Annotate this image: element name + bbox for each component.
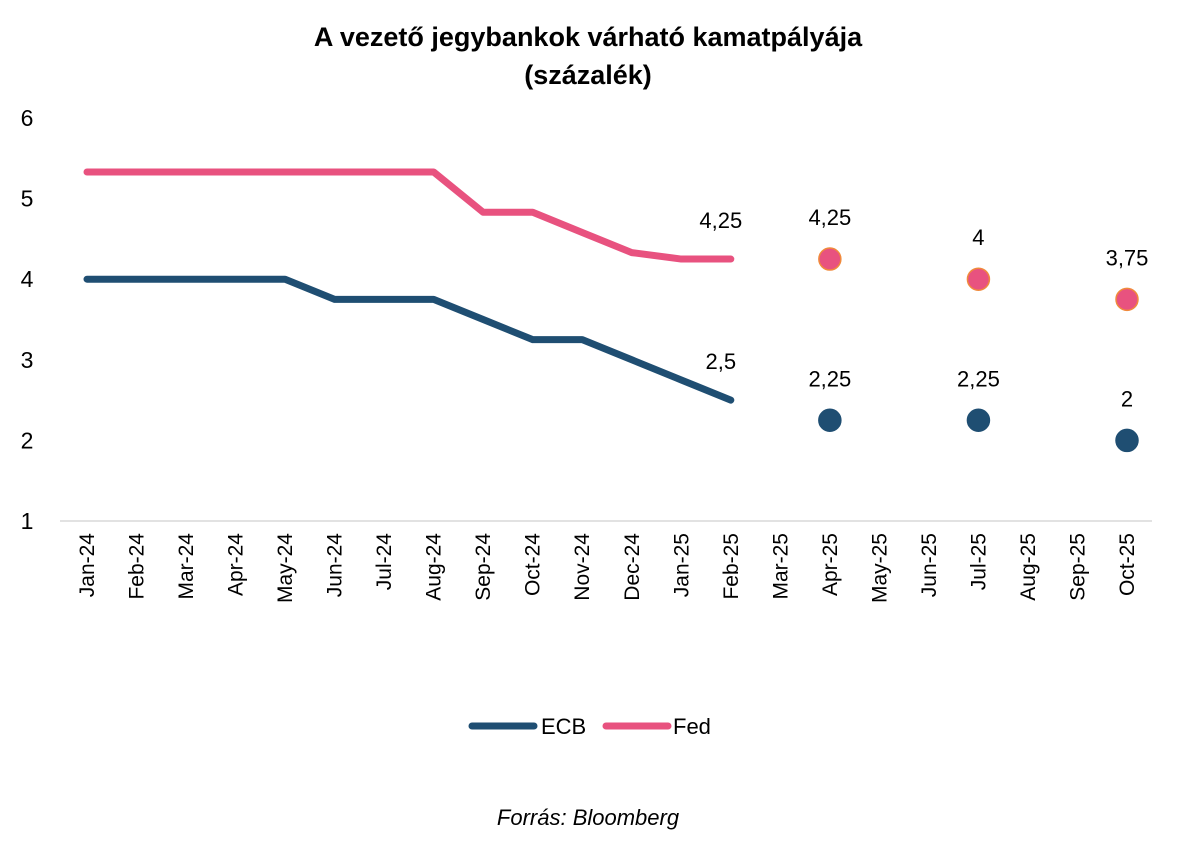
x-tick-label: Aug-24 [423, 533, 446, 601]
x-tick-label: Mar-24 [175, 533, 198, 600]
x-tick-label: Jun-25 [918, 533, 941, 597]
data-label: 2 [1121, 386, 1133, 411]
x-tick-label: Dec-24 [621, 533, 644, 601]
y-tick-label: 1 [21, 508, 34, 534]
data-label: 4,25 [808, 205, 851, 230]
x-tick-label: Mar-25 [769, 533, 792, 600]
x-tick-label: Oct-24 [522, 533, 545, 596]
series-layer: 2,5 2,25 2,25 2 4,25 4,25 4 3,75 [83, 168, 1149, 453]
x-tick-label: Jan-24 [76, 533, 99, 598]
y-axis: 1 2 3 4 5 6 [21, 105, 34, 534]
y-tick-label: 5 [21, 186, 34, 212]
x-tick-label: Sep-24 [472, 533, 495, 601]
data-label: 3,75 [1106, 245, 1149, 270]
y-tick-label: 2 [21, 427, 34, 453]
x-tick-label: Aug-25 [1017, 533, 1040, 601]
x-tick-label: Nov-24 [571, 533, 594, 601]
data-point-ecb [818, 408, 842, 432]
y-tick-label: 4 [21, 266, 34, 292]
x-axis: Jan-24 Feb-24 Mar-24 Apr-24 May-24 Jun-24 Jul-… [76, 533, 1139, 603]
x-tick-label: Jun-24 [324, 533, 347, 598]
data-point-ecb [1115, 428, 1139, 453]
data-label: 4 [972, 225, 984, 250]
x-tick-label: May-25 [868, 533, 891, 603]
x-tick-label: Apr-25 [819, 533, 842, 596]
data-point-fed [1115, 287, 1139, 312]
y-tick-label: 3 [21, 347, 34, 373]
x-tick-label: Oct-25 [1116, 533, 1139, 596]
x-tick-label: Jan-25 [670, 533, 693, 597]
chart-title: A vezető jegybankok várható kamatpályája [314, 22, 863, 52]
data-point-fed [818, 247, 842, 271]
data-label: 2,25 [808, 366, 851, 391]
legend: ECB Fed [468, 714, 711, 739]
x-tick-label: Apr-24 [225, 533, 248, 596]
x-tick-label: Jul-24 [373, 533, 396, 591]
data-label: 4,25 [699, 208, 742, 233]
x-tick-label: Feb-24 [126, 533, 149, 600]
data-point-fed [966, 267, 991, 291]
x-tick-label: Feb-25 [720, 533, 743, 600]
data-point-ecb [966, 408, 991, 432]
chart-subtitle: (százalék) [524, 60, 652, 90]
source-note: Forrás: Bloomberg [497, 805, 680, 830]
legend-label-ecb: ECB [541, 714, 586, 739]
data-label: 2,25 [957, 366, 1000, 391]
series-line-ecb [83, 275, 735, 404]
x-tick-label: Jul-25 [967, 533, 990, 590]
y-tick-label: 6 [21, 105, 34, 131]
legend-label-fed: Fed [673, 714, 711, 739]
x-tick-label: May-24 [274, 533, 297, 603]
x-tick-label: Sep-25 [1066, 533, 1089, 601]
data-label: 2,5 [706, 349, 737, 374]
series-line-fed [83, 168, 735, 263]
